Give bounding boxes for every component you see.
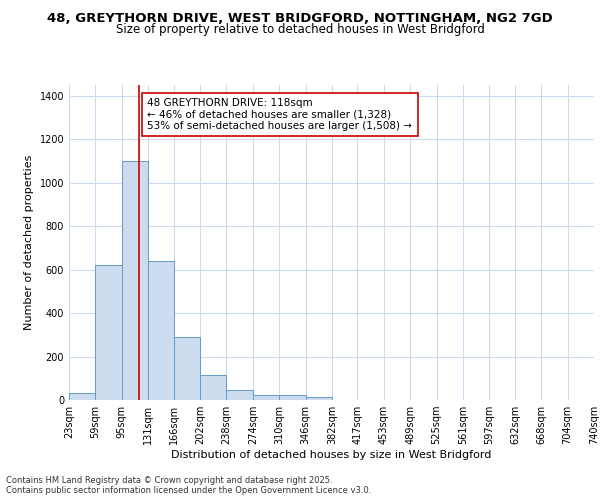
Text: 48 GREYTHORN DRIVE: 118sqm
← 46% of detached houses are smaller (1,328)
53% of s: 48 GREYTHORN DRIVE: 118sqm ← 46% of deta…	[148, 98, 412, 131]
Bar	[200, 375, 226, 400]
Bar	[95, 266, 122, 400]
Text: 48, GREYTHORN DRIVE, WEST BRIDGFORD, NOTTINGHAM, NG2 7GD: 48, GREYTHORN DRIVE, WEST BRIDGFORD, NOT…	[47, 12, 553, 26]
Text: Contains HM Land Registry data © Crown copyright and database right 2025.
Contai: Contains HM Land Registry data © Crown c…	[6, 476, 371, 495]
Bar	[253, 395, 279, 400]
Text: Size of property relative to detached houses in West Bridgford: Size of property relative to detached ho…	[116, 22, 484, 36]
Bar	[305, 397, 332, 400]
X-axis label: Distribution of detached houses by size in West Bridgford: Distribution of detached houses by size …	[172, 450, 491, 460]
Bar	[279, 395, 305, 400]
Bar	[174, 337, 200, 400]
Bar	[69, 394, 95, 400]
Bar	[226, 390, 253, 400]
Bar	[122, 161, 148, 400]
Bar	[148, 261, 174, 400]
Y-axis label: Number of detached properties: Number of detached properties	[24, 155, 34, 330]
